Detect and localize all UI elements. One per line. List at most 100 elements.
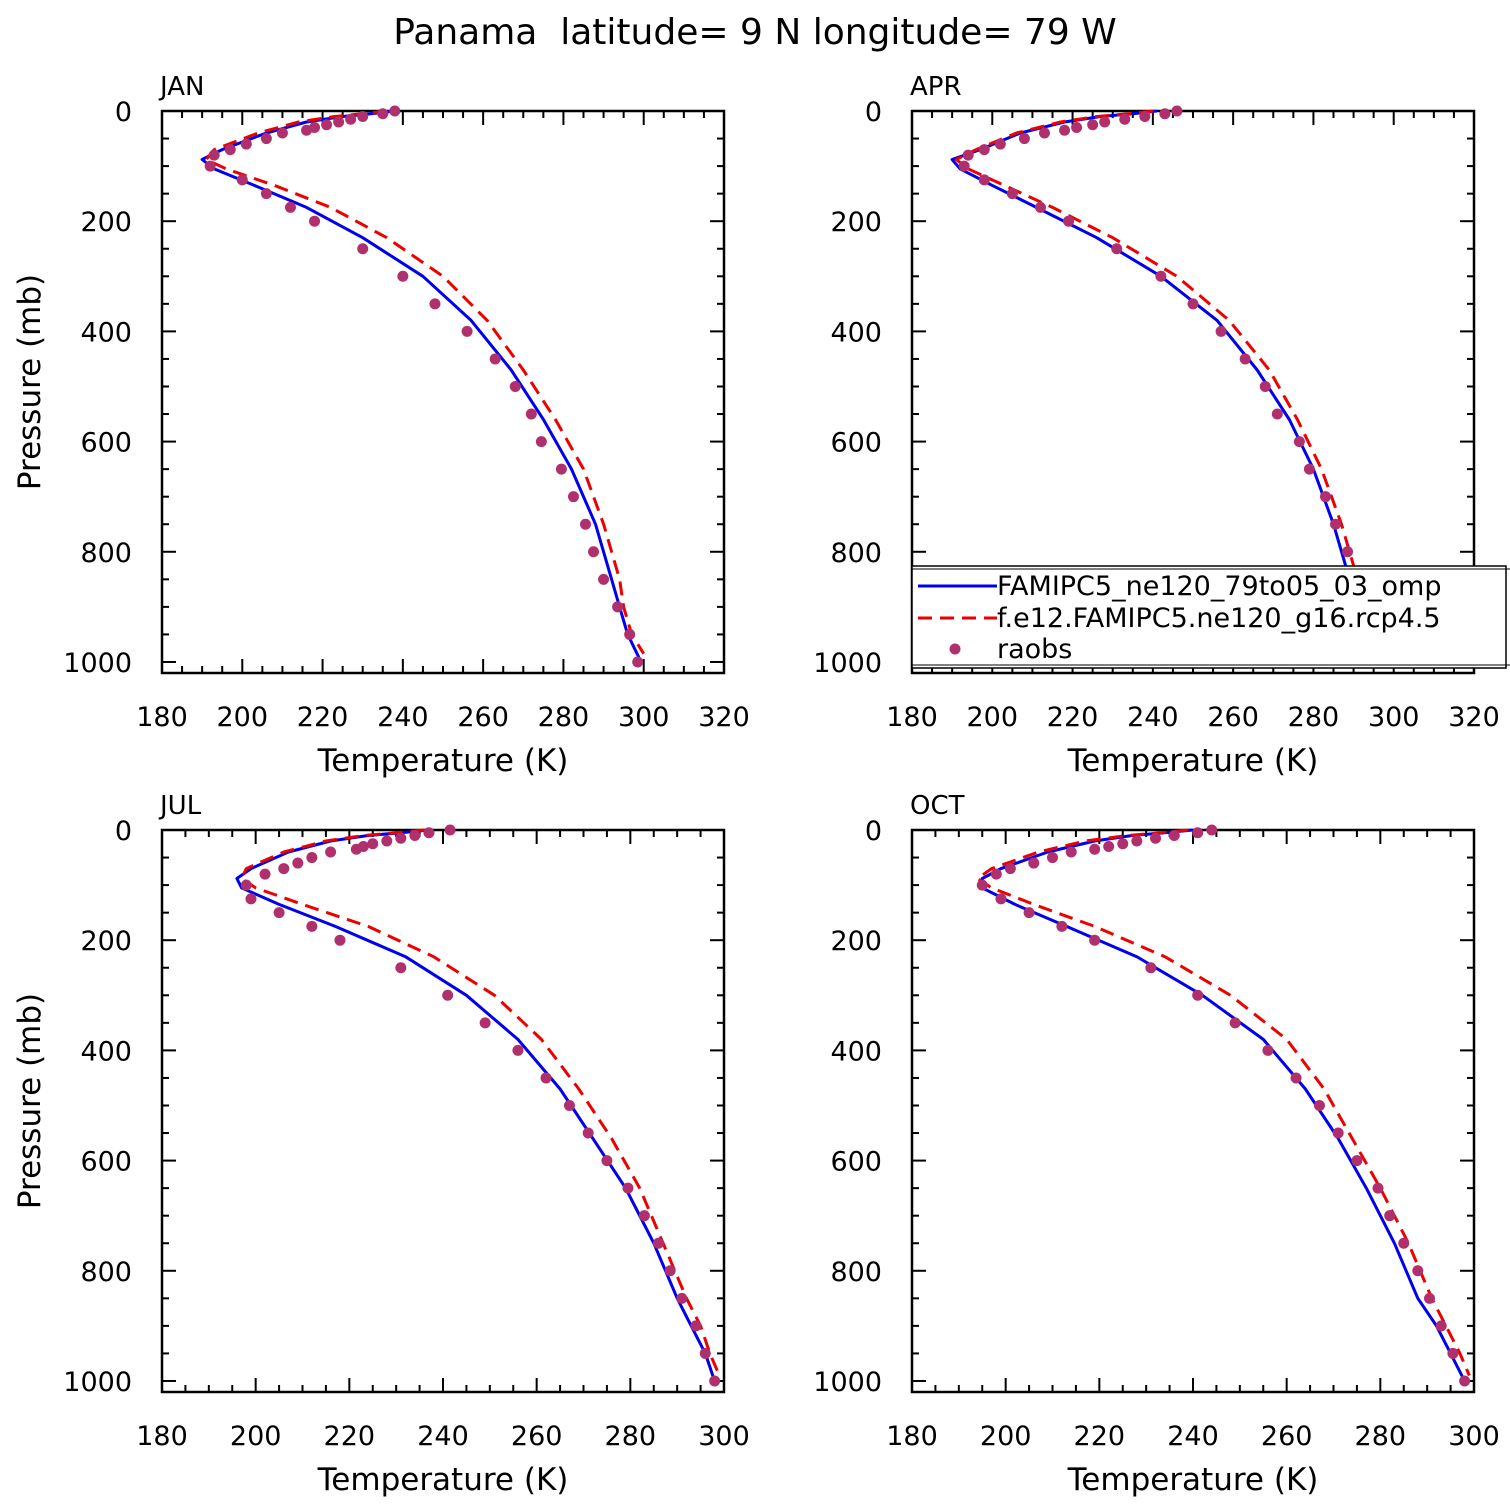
raobs-point [1447,1347,1459,1359]
series-line-rcp45 [954,109,1399,661]
raobs-point [461,325,473,337]
raobs-point [292,857,304,869]
raobs-point [1117,838,1129,850]
raobs-point [1206,824,1218,836]
x-tick-label: 240 [377,702,429,733]
legend-box [911,565,1507,669]
raobs-point [1028,857,1040,869]
raobs-point [208,149,220,161]
series-line-omp [200,109,642,660]
y-tick-label: 800 [80,538,132,569]
y-tick-label: 600 [830,1147,882,1178]
panel-apr: APR 180 200 220 240 260 280 300 320 0 200 400 600 800… [813,72,1499,779]
raobs-point [699,1347,711,1359]
x-tick-label: 280 [538,702,590,733]
legend-label: raobs [997,634,1072,665]
raobs-point [1155,270,1167,282]
series-line-omp [235,828,717,1382]
raobs-point [1192,989,1204,1001]
raobs-point [1004,863,1016,875]
y-tick-label: 800 [830,1257,882,1288]
raobs-point [395,832,407,844]
raobs-point [350,843,362,855]
raobs-point [555,463,567,475]
x-tick-label: 240 [1167,1421,1219,1452]
y-tick-label: 200 [830,926,882,957]
raobs-point [334,934,346,946]
raobs-point [1262,1044,1274,1056]
raobs-point [245,893,257,905]
raobs-point [259,868,271,880]
x-tick-label: 180 [136,702,188,733]
raobs-point [276,127,288,139]
raobs-point [1271,408,1283,420]
raobs-point [1159,108,1171,120]
raobs-point [1424,1292,1436,1304]
raobs-point [1139,111,1151,123]
raobs-point [1290,1072,1302,1084]
raobs-point [357,111,369,123]
x-tick-label: 240 [417,1421,469,1452]
panel-title: OCT [910,791,965,821]
x-tick-label: 260 [1261,1421,1313,1452]
y-tick-label: 400 [830,317,882,348]
raobs-point [525,408,537,420]
raobs-point [512,1044,524,1056]
raobs-point [204,160,216,172]
y-tick-label: 0 [865,816,882,847]
y-tick-label: 400 [80,1036,132,1067]
x-tick-label: 280 [1355,1421,1407,1452]
x-tick-label: 300 [1368,702,1420,733]
raobs-point [1089,843,1101,855]
raobs-point [284,201,296,213]
x-tick-label: 200 [230,1421,282,1452]
raobs-point [540,1072,552,1084]
x-tick-label: 260 [511,1421,563,1452]
raobs-point [306,920,318,932]
x-tick-label: 280 [1288,702,1340,733]
raobs-point [1087,119,1099,131]
panel-title: APR [910,72,962,102]
panel-title: JAN [158,72,204,102]
y-tick-label: 400 [80,317,132,348]
y-tick-label: 400 [830,1036,882,1067]
raobs-point [1459,1375,1471,1387]
x-tick-label: 220 [324,1421,376,1452]
raobs-point [1111,243,1123,255]
raobs-point [509,380,521,392]
raobs-point [709,1375,721,1387]
raobs-point [1150,832,1162,844]
x-tick-label: 180 [886,1421,938,1452]
y-tick-label: 600 [80,428,132,459]
panel-jan: JAN 180 200 220 240 260 280 300 320 0 200 400 600 800… [12,72,750,779]
raobs-point [601,1155,613,1167]
raobs-point [224,144,236,156]
x-tick-label: 300 [698,1421,750,1452]
raobs-point [676,1292,688,1304]
raobs-point [236,174,248,186]
x-tick-label: 300 [1448,1421,1500,1452]
raobs-point [1056,920,1068,932]
raobs-point [395,962,407,974]
raobs-point [1006,188,1018,200]
raobs-point [1018,133,1030,145]
raobs-point [664,1265,676,1277]
x-tick-label: 280 [605,1421,657,1452]
x-tick-label: 300 [618,702,670,733]
x-tick-label: 220 [1047,702,1099,733]
y-tick-label: 0 [115,97,132,128]
raobs-point [1192,827,1204,839]
raobs-point [1119,113,1131,125]
y-tick-label: 200 [830,207,882,238]
raobs-point [1398,1237,1410,1249]
series-line-rcp45 [240,828,721,1377]
raobs-point [1293,436,1305,448]
raobs-point [690,1320,702,1332]
y-tick-label: 0 [115,816,132,847]
figure-title: Panama latitude= 9 N longitude= 79 W [393,12,1117,53]
raobs-point [1089,934,1101,946]
y-tick-label: 1000 [813,648,882,679]
raobs-point [301,124,313,136]
x-axis-title: Temperature (K) [1067,1462,1319,1498]
